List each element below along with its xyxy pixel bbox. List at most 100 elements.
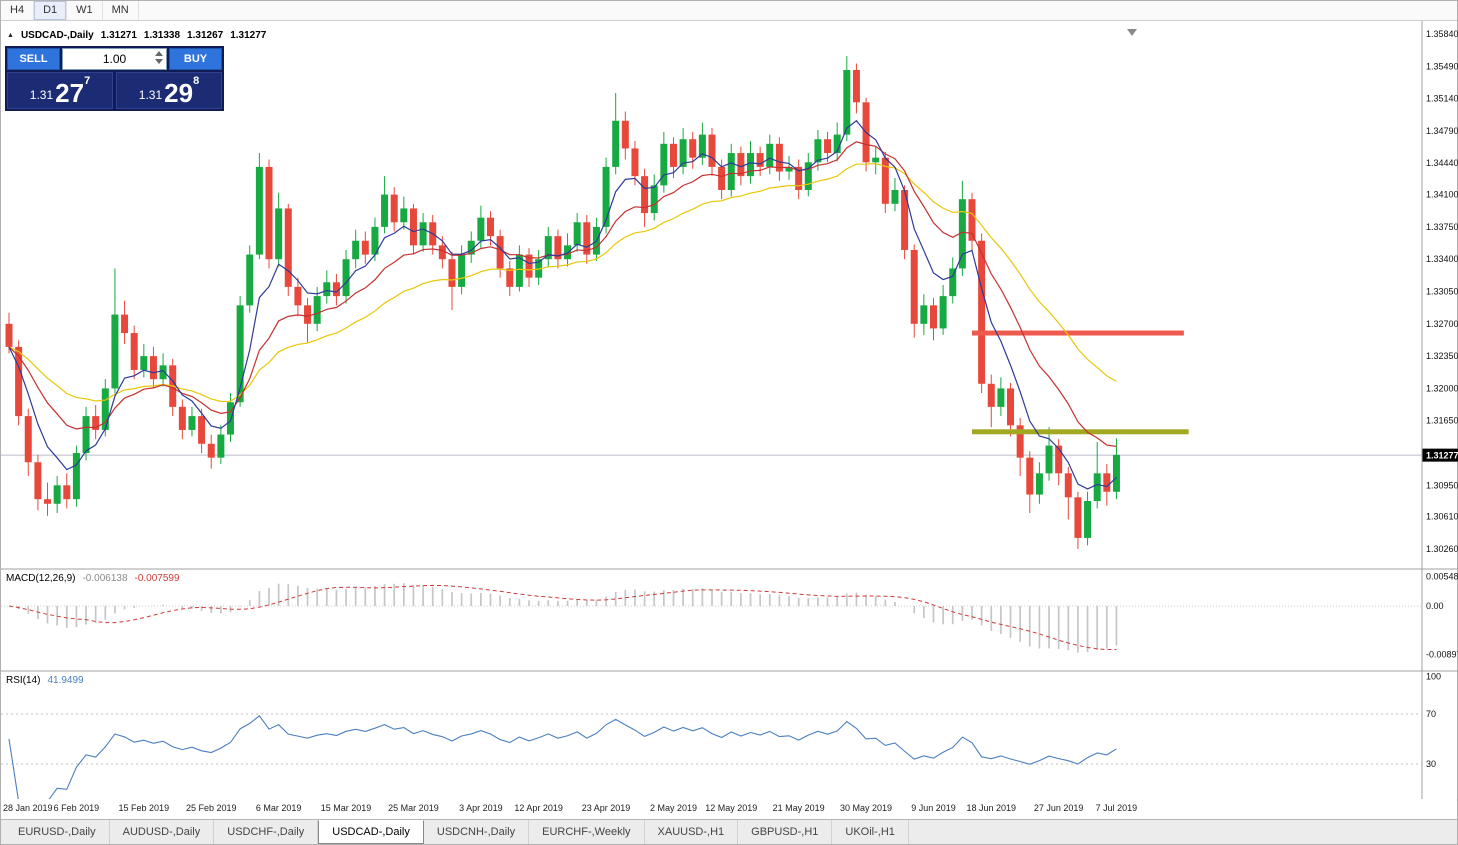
macd-panel <box>1 583 1422 653</box>
volume-stepper[interactable]: 1.00 <box>62 47 167 70</box>
svg-text:1.34100: 1.34100 <box>1426 190 1458 200</box>
ma-28-line <box>8 162 1117 402</box>
date-label: 30 May 2019 <box>840 803 893 814</box>
date-label: 21 May 2019 <box>772 803 825 814</box>
chart-tab-eurusd-daily[interactable]: EURUSD-,Daily <box>5 820 110 844</box>
rsi-value: 41.9499 <box>47 674 84 686</box>
svg-text:1.35840: 1.35840 <box>1426 29 1458 39</box>
svg-text:-0.008977: -0.008977 <box>1426 649 1458 659</box>
macd-name: MACD(12,26,9) <box>6 572 76 584</box>
support-ray-olive[interactable] <box>972 429 1189 435</box>
svg-text:1.32350: 1.32350 <box>1426 351 1458 361</box>
rsi-indicator-label: RSI(14) 41.9499 <box>6 675 84 686</box>
chart-header: ▲ USDCAD-,Daily 1.31271 1.31338 1.31267 … <box>7 30 266 41</box>
spinner-down-icon[interactable] <box>155 58 163 64</box>
sell-price-display[interactable]: 1.31 27 7 <box>7 71 113 109</box>
chart-area[interactable]: 1.35840 1.35490 1.35140 1.34790 1.34440 1.341… <box>1 20 1458 801</box>
date-label: 25 Feb 2019 <box>185 803 237 814</box>
chart-tab-audusd-daily[interactable]: AUDUSD-,Daily <box>110 820 215 844</box>
chart-tab-eurchf-weekly[interactable]: EURCHF-,Weekly <box>529 820 645 844</box>
date-label: 15 Mar 2019 <box>320 803 372 814</box>
date-label: 6 Feb 2019 <box>53 803 100 814</box>
macd-signal-line <box>8 584 1117 651</box>
svg-text:0.00: 0.00 <box>1426 601 1444 611</box>
current-price-tag-text: 1.31277 <box>1426 451 1458 461</box>
chart-tab-xauusd-h1[interactable]: XAUUSD-,H1 <box>645 820 739 844</box>
date-axis[interactable]: 28 Jan 2019 6 Feb 2019 15 Feb 2019 25 Feb 2… <box>1 799 1457 820</box>
svg-text:1.30610: 1.30610 <box>1426 512 1458 522</box>
chart-shift-marker-icon[interactable] <box>1127 28 1137 36</box>
svg-text:1.32700: 1.32700 <box>1426 319 1458 329</box>
sell-price-pip-digit: 7 <box>84 74 91 87</box>
date-label: 2 May 2019 <box>649 803 697 814</box>
resistance-ray-red[interactable] <box>972 330 1184 336</box>
volume-value[interactable]: 1.00 <box>102 51 127 66</box>
rsi-line <box>8 714 1117 801</box>
ohlc-high: 1.31338 <box>143 29 181 41</box>
one-click-trading-panel: SELL 1.00 BUY 1.31 27 7 1.31 <box>5 45 224 111</box>
chart-tab-gbpusd-h1[interactable]: GBPUSD-,H1 <box>738 820 833 844</box>
date-label: 25 Mar 2019 <box>388 803 439 814</box>
macd-main-value: -0.006138 <box>82 572 128 584</box>
date-label: 27 Jun 2019 <box>1033 803 1084 814</box>
date-label: 18 Jun 2019 <box>966 803 1017 814</box>
buy-price-display[interactable]: 1.31 29 8 <box>116 71 222 109</box>
svg-text:1.35140: 1.35140 <box>1426 94 1458 104</box>
svg-text:1.34440: 1.34440 <box>1426 158 1458 168</box>
expand-arrow-icon[interactable]: ▲ <box>7 31 14 39</box>
svg-text:1.33400: 1.33400 <box>1426 254 1458 264</box>
svg-text:1.30260: 1.30260 <box>1426 544 1458 554</box>
chart-tab-ukoil-h1[interactable]: UKOil-,H1 <box>832 820 909 844</box>
chart-tab-usdchf-daily[interactable]: USDCHF-,Daily <box>214 820 319 844</box>
svg-text:30: 30 <box>1426 759 1436 769</box>
candles <box>5 56 1120 549</box>
volume-spinner-arrows[interactable] <box>155 50 163 64</box>
current-price-tag <box>1422 448 1458 462</box>
price-chart-canvas[interactable]: 1.35840 1.35490 1.35140 1.34790 1.34440 1.341… <box>1 20 1458 801</box>
timeframe-toolbar: H4 D1 W1 MN <box>1 1 1457 21</box>
svg-text:1.32000: 1.32000 <box>1426 383 1458 393</box>
sell-button[interactable]: SELL <box>7 47 60 70</box>
buy-button[interactable]: BUY <box>169 47 222 70</box>
svg-text:1.34790: 1.34790 <box>1426 126 1458 136</box>
date-label: 7 Jul 2019 <box>1095 803 1138 814</box>
timeframe-button-d1[interactable]: D1 <box>34 1 68 20</box>
spinner-up-icon[interactable] <box>155 50 163 56</box>
timeframe-button-mn[interactable]: MN <box>103 1 139 20</box>
rsi-panel <box>1 713 1422 801</box>
chart-tab-usdcnh-daily[interactable]: USDCNH-,Daily <box>424 820 530 844</box>
date-label: 6 Mar 2019 <box>255 803 302 814</box>
svg-text:70: 70 <box>1426 709 1436 719</box>
timeframe-button-h4[interactable]: H4 <box>1 1 35 20</box>
ohlc-low: 1.31267 <box>187 29 224 41</box>
macd-indicator-label: MACD(12,26,9) -0.006138 -0.007599 <box>6 573 180 584</box>
chart-symbol-label: USDCAD-,Daily <box>20 29 94 41</box>
date-label: 15 Feb 2019 <box>118 803 170 814</box>
svg-text:0.005484: 0.005484 <box>1426 571 1458 581</box>
buy-price-prefix: 1.31 <box>138 87 163 102</box>
svg-text:100: 100 <box>1426 671 1441 681</box>
svg-text:1.35490: 1.35490 <box>1426 61 1458 71</box>
date-label: 23 Apr 2019 <box>581 803 631 814</box>
date-label: 28 Jan 2019 <box>3 803 53 814</box>
date-label: 3 Apr 2019 <box>459 803 503 814</box>
timeframe-button-w1[interactable]: W1 <box>67 1 103 20</box>
buy-price-pip-digit: 8 <box>193 74 200 87</box>
ohlc-close: 1.31277 <box>230 29 267 41</box>
sell-price-prefix: 1.31 <box>29 87 54 102</box>
date-label: 9 Jun 2019 <box>911 803 956 814</box>
macd-signal-value: -0.007599 <box>134 572 180 584</box>
date-label: 12 May 2019 <box>705 803 758 814</box>
price-axis[interactable]: 1.35840 1.35490 1.35140 1.34790 1.34440 1.341… <box>1426 29 1458 769</box>
buy-price-big-digits: 29 <box>164 77 194 108</box>
svg-text:1.33750: 1.33750 <box>1426 222 1458 232</box>
date-label: 12 Apr 2019 <box>514 803 563 814</box>
chart-tab-bar: EURUSD-,Daily AUDUSD-,Daily USDCHF-,Daily U… <box>1 819 1457 844</box>
tab-bar-filler <box>909 820 1457 844</box>
chart-tab-usdcad-daily[interactable]: USDCAD-,Daily <box>318 820 424 844</box>
svg-text:1.31650: 1.31650 <box>1426 416 1458 426</box>
svg-text:1.30950: 1.30950 <box>1426 480 1458 490</box>
sell-price-big-digits: 27 <box>55 77 85 108</box>
rsi-name: RSI(14) <box>6 674 41 686</box>
